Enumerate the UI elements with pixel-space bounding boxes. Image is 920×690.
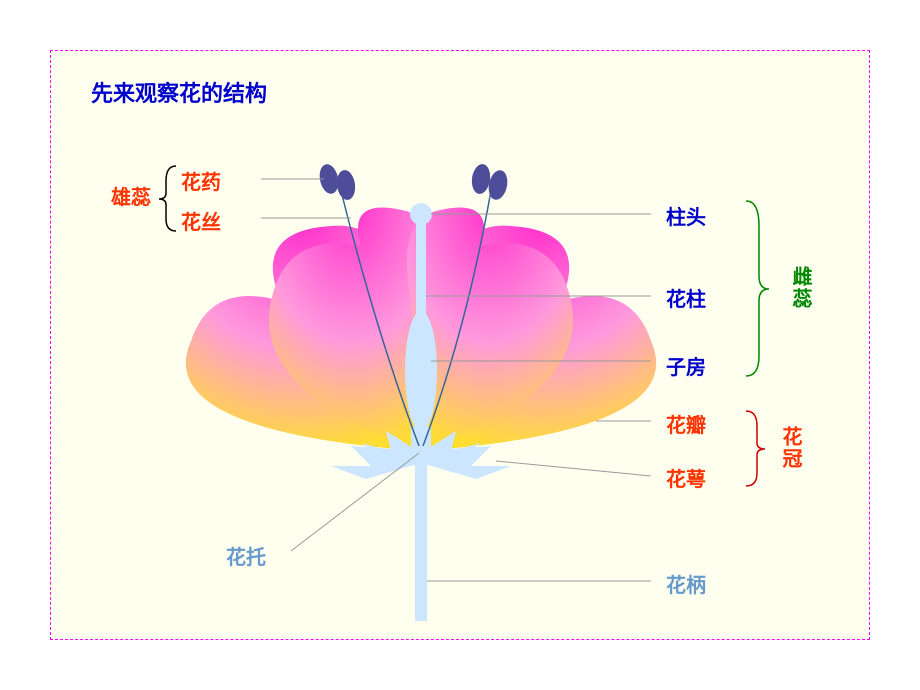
label-petal: 花瓣 [666,409,706,438]
stigma-shape [410,203,432,225]
style-shape [416,216,426,346]
stem [415,451,427,621]
diagram-frame: 先来观察花的结构 [50,50,870,640]
label-filament: 花丝 [181,206,221,235]
label-ovary: 子房 [666,351,706,380]
label-sepal: 花萼 [666,463,706,492]
label-pedicel: 花柄 [666,569,706,598]
label-receptacle: 花托 [226,541,266,570]
label-stigma: 柱头 [666,201,706,230]
label-corolla-group: 花冠 [776,426,805,470]
label-anther: 花药 [181,166,221,195]
label-pistil-group: 雌蕊 [786,266,815,310]
label-style: 花柱 [666,283,706,312]
label-stamen-group: 雄蕊 [111,181,151,210]
flower-diagram [51,51,871,641]
